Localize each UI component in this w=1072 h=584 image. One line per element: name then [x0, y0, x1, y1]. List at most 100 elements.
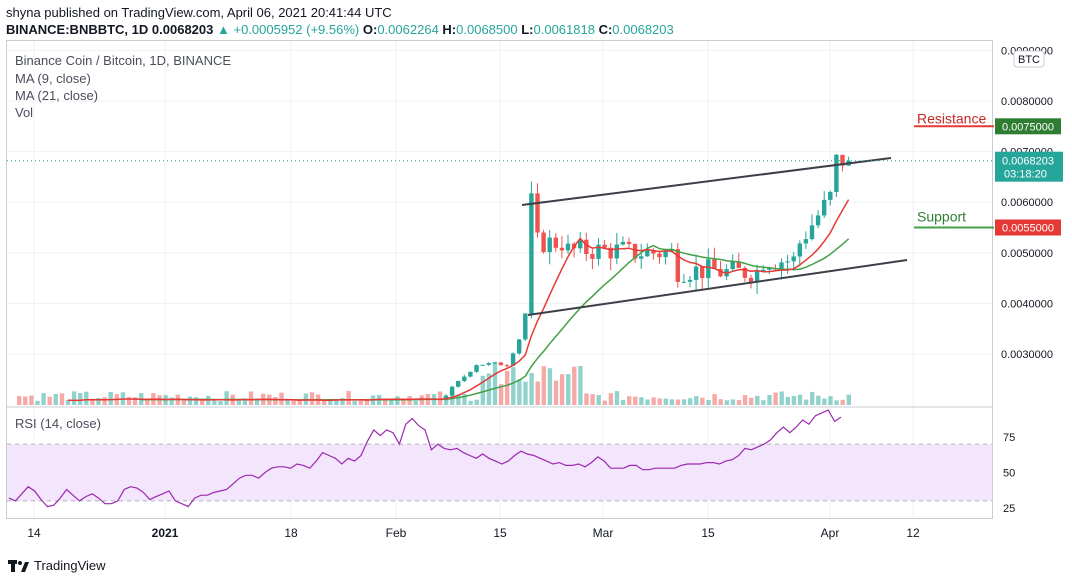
volume-bar [724, 400, 729, 405]
volume-bar [840, 399, 845, 405]
volume-bar [474, 399, 479, 405]
candle-body [639, 256, 644, 259]
volume-bar [71, 391, 77, 405]
volume-bar [242, 398, 248, 405]
tradingview-logo[interactable]: TradingView [8, 558, 106, 573]
volume-bar [383, 399, 388, 405]
volume-bar [706, 399, 711, 405]
candle-body [449, 386, 455, 396]
high-value: 0.0068500 [456, 22, 518, 37]
rsi-tick-label: 50 [1003, 468, 1015, 480]
rsi-band [7, 444, 992, 501]
candle-body [486, 363, 491, 365]
ma9-legend[interactable]: MA (9, close) [15, 71, 91, 86]
volume-bar [523, 381, 528, 405]
candle-body [620, 241, 626, 245]
candle-body [742, 267, 748, 278]
volume-bar [90, 398, 95, 405]
candle-body [797, 243, 802, 257]
volume-bar [566, 374, 571, 405]
candle-body [785, 261, 790, 263]
ma9-line [67, 199, 850, 402]
candle-body [480, 364, 485, 366]
volume-bar [742, 395, 748, 405]
volume-bar [688, 398, 693, 405]
time-tick-label: 15 [493, 526, 507, 540]
volume-bar [187, 396, 193, 405]
candle-body [675, 249, 680, 282]
volume-bar [59, 393, 65, 405]
volume-bar [285, 400, 290, 405]
volume-bar [236, 398, 241, 405]
price-tick-label: 0.0060000 [1001, 197, 1053, 209]
volume-bar [53, 393, 58, 405]
volume-bar [108, 391, 113, 405]
volume-bar [718, 399, 723, 405]
price-tick-label: 0.0030000 [1001, 349, 1053, 361]
volume-bar [675, 399, 681, 405]
rsi-tick-label: 25 [1003, 503, 1015, 515]
volume-bar [132, 397, 138, 405]
high-label: H: [442, 22, 457, 37]
chart-frame[interactable] [6, 40, 993, 519]
price-change: +0.0005952 (+9.56%) [233, 22, 360, 37]
support-label: Support [917, 209, 966, 225]
candle-body [730, 261, 735, 270]
volume-bar [657, 398, 662, 405]
volume-bar [578, 365, 583, 405]
candle-body [553, 237, 558, 248]
volume-bar [358, 400, 363, 405]
volume-bar [346, 391, 351, 405]
volume-bar [590, 394, 595, 405]
chart-title[interactable]: Binance Coin / Bitcoin, 1D, BINANCE [15, 53, 232, 68]
candle-body [590, 254, 595, 259]
candle-body [748, 277, 754, 283]
low-label: L: [521, 22, 534, 37]
volume-bar [749, 397, 754, 405]
candle-body [443, 395, 449, 400]
candle-body [596, 244, 601, 259]
candle-body [535, 193, 540, 233]
candle-body [626, 241, 632, 244]
volume-bar [218, 400, 223, 405]
candle-body [840, 154, 845, 166]
volume-legend[interactable]: Vol [15, 105, 34, 120]
volume-bar [627, 396, 632, 405]
volume-bar [29, 395, 34, 405]
volume-bar [468, 400, 473, 405]
volume-bar [694, 396, 699, 405]
candle-body [736, 261, 741, 268]
rsi-legend[interactable]: RSI (14, close) [15, 416, 101, 431]
ma21-legend[interactable]: MA (21, close) [15, 88, 99, 103]
volume-bar [639, 397, 644, 405]
volume-bar [651, 397, 656, 405]
last-price-badge [995, 151, 1063, 182]
volume-bar [340, 398, 345, 405]
candle-body [779, 262, 784, 270]
volume-bar [486, 373, 492, 405]
candle-body [541, 232, 546, 253]
volume-bar [547, 368, 553, 405]
volume-bar [47, 396, 52, 405]
volume-bar [572, 366, 577, 405]
candle-body [651, 250, 656, 254]
candle-body [828, 191, 833, 200]
volume-bar [328, 400, 333, 405]
last-price: 0.0068203 [151, 22, 214, 37]
candle-body [706, 259, 711, 279]
volume-bar [224, 391, 229, 405]
volume-bar [767, 394, 772, 405]
candle-body [547, 237, 552, 253]
candle-body [510, 353, 516, 366]
candle-body [803, 239, 809, 244]
candle-body [754, 271, 760, 283]
time-tick-label: Apr [821, 526, 840, 540]
volume-bar [84, 391, 89, 405]
volume-bar [608, 393, 614, 405]
candle-body [517, 339, 522, 354]
volume-bar [297, 400, 302, 405]
volume-bar [810, 391, 815, 405]
volume-bar [254, 398, 260, 405]
volume-bar [791, 395, 797, 405]
